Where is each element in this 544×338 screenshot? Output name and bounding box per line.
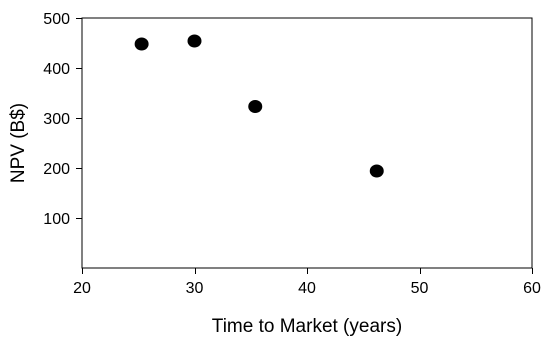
axes-layer: 20 30 40 50 60 100 200 300 400 500 <box>43 11 541 297</box>
plot-frame <box>81 17 533 269</box>
y-tick-label: 200 <box>43 161 70 178</box>
x-tick-label: 40 <box>298 280 316 297</box>
data-point <box>369 164 384 178</box>
x-tick-label: 20 <box>73 280 91 297</box>
y-tick-label: 300 <box>43 111 70 128</box>
x-tick-label: 60 <box>523 280 541 297</box>
data-point <box>134 37 149 51</box>
data-point <box>248 100 263 113</box>
y-axis-title: NPV (B$) <box>8 103 29 183</box>
x-axis-title: Time to Market (years) <box>212 316 402 337</box>
y-tick-label: 400 <box>43 61 70 78</box>
data-point <box>187 34 202 48</box>
y-tick-label: 500 <box>43 11 70 28</box>
points-layer <box>134 34 384 178</box>
y-tick-label: 100 <box>43 211 70 228</box>
x-tick-label: 50 <box>411 280 429 297</box>
x-tick-label: 30 <box>186 280 204 297</box>
